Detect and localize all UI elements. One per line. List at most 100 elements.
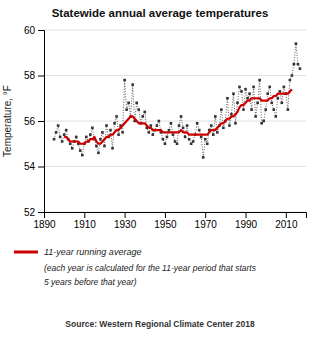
point <box>65 129 68 132</box>
legend-note: 5 years before that year) <box>44 277 137 287</box>
point <box>226 97 229 100</box>
point <box>293 63 296 66</box>
point <box>97 152 100 155</box>
point <box>178 124 181 127</box>
point <box>234 122 237 125</box>
point <box>141 115 144 118</box>
point <box>268 86 271 89</box>
point <box>174 140 177 143</box>
point <box>180 115 183 118</box>
point <box>212 133 215 136</box>
point <box>170 122 173 125</box>
tick: 1930 <box>114 212 137 230</box>
point <box>220 108 223 111</box>
point <box>184 136 187 139</box>
tick: 2010 <box>275 212 298 230</box>
point <box>274 115 277 118</box>
point <box>57 124 60 127</box>
legend: 11-year running average (each year is cal… <box>14 247 257 287</box>
title: Statewide annual average temperatures <box>52 7 269 19</box>
point <box>216 131 219 134</box>
point <box>79 149 82 152</box>
point <box>214 115 217 118</box>
point <box>156 124 159 127</box>
point <box>246 97 249 100</box>
tick-label: 56 <box>24 116 36 127</box>
y-axis-title: Temperature, °F <box>2 85 13 157</box>
legend-note: (each year is calculated for the 11-year… <box>44 263 257 273</box>
grid-line <box>44 166 306 167</box>
tick-mark <box>38 167 44 168</box>
point <box>266 92 269 95</box>
tick-label: 1910 <box>74 219 97 230</box>
point <box>270 102 273 105</box>
point <box>200 136 203 139</box>
point <box>232 92 235 95</box>
point <box>150 124 153 127</box>
tick-label: 1930 <box>114 219 137 230</box>
point <box>59 136 62 139</box>
point <box>71 147 74 150</box>
point <box>250 108 253 111</box>
point <box>230 113 233 116</box>
point <box>75 136 78 139</box>
point <box>260 122 263 125</box>
point <box>192 140 195 143</box>
point <box>55 131 58 134</box>
point <box>297 63 300 66</box>
tick-mark <box>286 212 287 218</box>
point <box>240 90 243 93</box>
point <box>258 79 261 82</box>
legend-label: 11-year running average <box>44 247 141 257</box>
point <box>53 138 56 141</box>
axis-line <box>38 31 45 213</box>
series-line <box>64 89 292 144</box>
point <box>125 108 128 111</box>
point <box>238 86 241 89</box>
point <box>188 138 191 141</box>
point <box>287 108 290 111</box>
point <box>206 142 209 145</box>
point <box>109 129 112 132</box>
tick-mark <box>38 30 44 31</box>
tick-label: 1950 <box>154 219 177 230</box>
point <box>196 122 199 125</box>
tick-label: 52 <box>24 207 36 218</box>
point <box>81 154 84 157</box>
point <box>254 115 257 118</box>
point <box>164 142 167 145</box>
point <box>101 131 104 134</box>
point <box>190 142 193 145</box>
point <box>264 108 267 111</box>
tick: 1970 <box>195 212 218 230</box>
point <box>281 102 284 105</box>
y-axis: 5254565860 <box>24 25 45 218</box>
tick-mark <box>38 212 44 213</box>
point <box>272 108 275 111</box>
tick: 1990 <box>235 212 258 230</box>
point <box>148 131 151 134</box>
point <box>283 86 286 89</box>
grid <box>44 30 306 212</box>
tick-label: 1990 <box>235 219 258 230</box>
point <box>111 147 114 150</box>
grid-line <box>44 30 306 31</box>
point <box>204 138 207 141</box>
tick-mark <box>125 212 126 218</box>
point <box>289 79 292 82</box>
tick-label: 1890 <box>33 219 56 230</box>
point <box>113 122 116 125</box>
point <box>242 108 245 111</box>
tick-mark <box>38 76 44 77</box>
point <box>244 88 247 91</box>
source-note: Source: Western Regional Climate Center … <box>65 319 255 329</box>
point <box>85 136 88 139</box>
point <box>295 42 298 45</box>
tick-label: 1970 <box>195 219 218 230</box>
point <box>117 133 120 136</box>
point <box>202 156 205 159</box>
tick: 58 <box>24 70 44 81</box>
point <box>152 133 155 136</box>
point <box>248 92 251 95</box>
point <box>176 142 179 145</box>
